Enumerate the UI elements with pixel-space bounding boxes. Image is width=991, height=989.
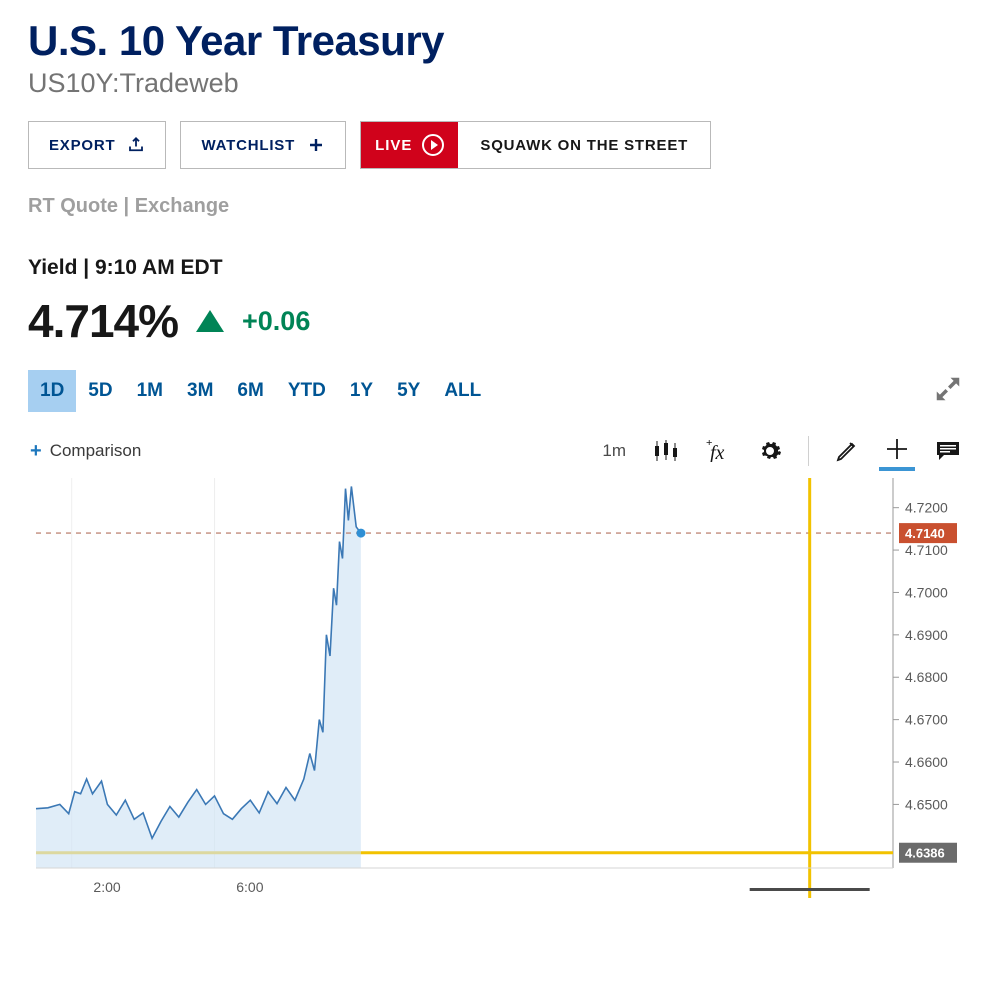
expand-icon[interactable] bbox=[933, 374, 963, 409]
fx-indicator-icon[interactable]: + fx bbox=[706, 440, 732, 462]
svg-text:4.7100: 4.7100 bbox=[905, 542, 948, 558]
price-value: 4.714% bbox=[28, 294, 178, 348]
pencil-icon[interactable] bbox=[835, 439, 859, 463]
svg-text:4.6800: 4.6800 bbox=[905, 669, 948, 685]
range-tabs: 1D5D1M3M6MYTD1Y5YALL bbox=[28, 370, 493, 412]
price-change: +0.06 bbox=[242, 306, 310, 337]
plus-icon bbox=[307, 136, 325, 154]
range-tab-5y[interactable]: 5Y bbox=[385, 370, 432, 412]
range-tab-1m[interactable]: 1M bbox=[125, 370, 175, 412]
range-tab-1y[interactable]: 1Y bbox=[338, 370, 385, 412]
live-show-button[interactable]: LIVE SQUAWK ON THE STREET bbox=[360, 121, 711, 169]
comparison-button[interactable]: + Comparison bbox=[30, 440, 141, 463]
rt-quote-text: RT Quote | Exchange bbox=[28, 195, 963, 218]
range-tab-all[interactable]: ALL bbox=[432, 370, 493, 412]
crosshair-icon[interactable] bbox=[885, 437, 909, 465]
yield-time-label: Yield | 9:10 AM EDT bbox=[28, 256, 963, 280]
gear-icon[interactable] bbox=[758, 439, 782, 463]
export-icon bbox=[127, 136, 145, 154]
range-tab-6m[interactable]: 6M bbox=[225, 370, 275, 412]
export-label: EXPORT bbox=[49, 137, 115, 154]
range-tab-1d[interactable]: 1D bbox=[28, 370, 76, 412]
svg-text:4.6600: 4.6600 bbox=[905, 754, 948, 770]
svg-text:2:00: 2:00 bbox=[93, 879, 120, 895]
range-tab-ytd[interactable]: YTD bbox=[276, 370, 338, 412]
plus-icon: + bbox=[30, 440, 42, 463]
svg-text:4.7140: 4.7140 bbox=[905, 526, 945, 541]
range-tab-3m[interactable]: 3M bbox=[175, 370, 225, 412]
live-label: LIVE bbox=[375, 137, 412, 154]
comment-icon[interactable] bbox=[935, 440, 961, 462]
svg-text:4.6500: 4.6500 bbox=[905, 797, 948, 813]
svg-text:6:00: 6:00 bbox=[236, 879, 263, 895]
price-row: 4.714% +0.06 bbox=[28, 294, 963, 348]
candlestick-icon[interactable] bbox=[652, 439, 680, 463]
action-button-row: EXPORT WATCHLIST LIVE SQUAWK ON THE STRE… bbox=[28, 121, 963, 169]
live-badge: LIVE bbox=[361, 122, 458, 168]
svg-text:4.6700: 4.6700 bbox=[905, 712, 948, 728]
export-button[interactable]: EXPORT bbox=[28, 121, 166, 169]
watchlist-button[interactable]: WATCHLIST bbox=[180, 121, 346, 169]
live-show-name: SQUAWK ON THE STREET bbox=[458, 137, 710, 154]
svg-text:4.6900: 4.6900 bbox=[905, 627, 948, 643]
svg-text:4.6386: 4.6386 bbox=[905, 846, 945, 861]
svg-text:fx: fx bbox=[710, 442, 725, 462]
range-tab-5d[interactable]: 5D bbox=[76, 370, 124, 412]
page-title: U.S. 10 Year Treasury bbox=[28, 18, 963, 64]
svg-text:4.7200: 4.7200 bbox=[905, 500, 948, 516]
watchlist-label: WATCHLIST bbox=[201, 137, 295, 154]
price-chart[interactable]: 4.6500 4.6600 4.6700 4.6800 4.6900 4.7000 4.71… bbox=[28, 478, 963, 908]
svg-text:4.7000: 4.7000 bbox=[905, 585, 948, 601]
play-icon bbox=[422, 134, 444, 156]
interval-label[interactable]: 1m bbox=[602, 441, 626, 461]
up-arrow-icon bbox=[196, 310, 224, 332]
symbol-subtitle: US10Y:Tradeweb bbox=[28, 68, 963, 99]
comparison-label: Comparison bbox=[50, 441, 142, 461]
chart-toolbar: + Comparison 1m + fx bbox=[28, 436, 963, 472]
